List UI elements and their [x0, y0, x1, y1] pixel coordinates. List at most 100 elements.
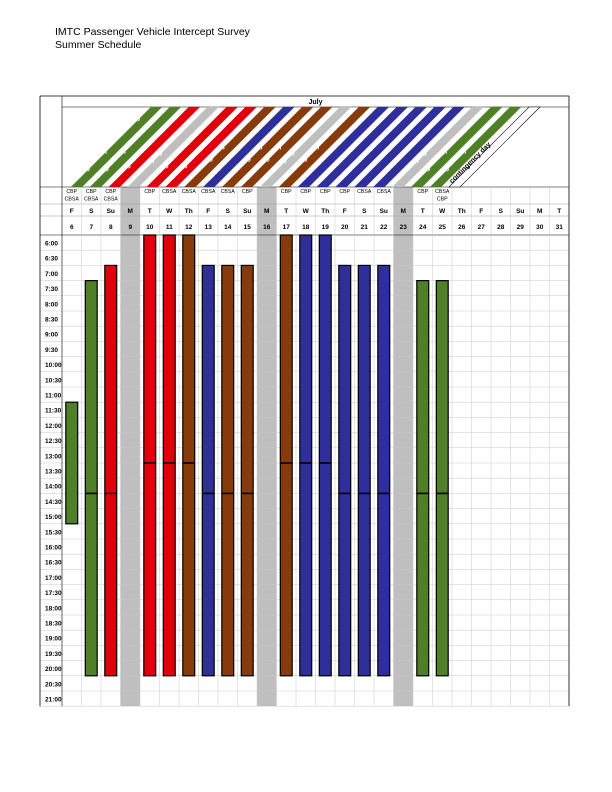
schedule-banner	[108, 106, 201, 188]
schedule-banner	[221, 106, 314, 188]
no-survey-column	[120, 187, 140, 707]
time-label: 16:00	[45, 545, 62, 552]
day-of-week-label: T	[421, 208, 425, 215]
schedule-banner	[240, 106, 333, 188]
date-label: 10	[146, 224, 154, 231]
time-label: 21:00	[45, 697, 62, 704]
time-label: 15:30	[45, 529, 62, 536]
time-label: 9:00	[45, 332, 58, 339]
time-label: 19:30	[45, 651, 62, 658]
date-label: 29	[517, 224, 525, 231]
agency-label: CBP	[105, 189, 116, 195]
time-label: 13:30	[45, 469, 62, 476]
month-label: July	[308, 99, 322, 106]
time-label: 17:00	[45, 575, 62, 582]
time-label: 16:30	[45, 560, 62, 567]
day-of-week-label: M	[401, 208, 406, 215]
survey-bar	[104, 264, 118, 677]
time-label: 9:30	[45, 347, 58, 354]
time-label: 11:30	[45, 408, 62, 415]
time-label: 13:00	[45, 453, 62, 460]
day-of-week-label: Th	[185, 208, 193, 215]
agency-label: CBSA	[221, 189, 236, 195]
date-label: 17	[283, 224, 291, 231]
schedule-banner	[184, 106, 276, 188]
date-label: 30	[536, 224, 544, 231]
day-of-week-label: T	[148, 208, 152, 215]
date-label: 7	[89, 224, 93, 231]
date-label: 13	[205, 224, 213, 231]
agency-label: CBP	[144, 189, 155, 195]
time-label: 6:30	[45, 256, 58, 263]
date-label: 11	[166, 224, 173, 231]
survey-bar	[201, 264, 215, 677]
date-label: 21	[361, 224, 369, 231]
time-label: 18:30	[45, 621, 62, 628]
schedule-banner	[373, 106, 465, 188]
date-label: 19	[322, 224, 330, 231]
agency-label: CBP	[339, 189, 350, 195]
day-of-week-label: Su	[380, 208, 388, 215]
agency-label: CBP	[242, 189, 253, 195]
date-label: 27	[478, 224, 486, 231]
schedule-banner	[202, 106, 295, 188]
time-label: 7:00	[45, 271, 58, 278]
date-label: 23	[400, 224, 408, 231]
time-label: 7:30	[45, 286, 58, 293]
schedule-banner	[278, 106, 371, 188]
day-of-week-label: M	[264, 208, 269, 215]
time-label: 18:00	[45, 605, 62, 612]
survey-bar	[182, 234, 196, 677]
date-label: 31	[556, 224, 564, 231]
date-label: 16	[263, 224, 271, 231]
agency-label: CBSA	[357, 189, 372, 195]
day-of-week-label: S	[499, 208, 504, 215]
schedule-banner	[335, 106, 427, 188]
no-survey-column	[257, 187, 277, 707]
date-label: 9	[128, 224, 132, 231]
date-label: 14	[224, 224, 232, 231]
date-label: 28	[497, 224, 505, 231]
day-of-week-label: M	[128, 208, 133, 215]
agency-label: CBP	[437, 197, 448, 203]
day-of-week-label: W	[439, 208, 446, 215]
day-of-week-label: W	[166, 208, 173, 215]
agency-label: CBSA	[65, 197, 80, 203]
time-label: 11:00	[45, 393, 62, 400]
survey-bar	[299, 234, 313, 677]
schedule-banner	[89, 106, 182, 188]
agency-label: CBSA	[162, 189, 177, 195]
schedule-banner	[410, 106, 503, 188]
date-label: 8	[109, 224, 113, 231]
survey-bar	[221, 264, 235, 677]
date-label: 15	[244, 224, 252, 231]
time-label: 12:00	[45, 423, 62, 430]
agency-label: CBP	[320, 189, 331, 195]
schedule-banner	[297, 106, 390, 188]
agency-label: CBSA	[435, 189, 450, 195]
date-label: 24	[419, 224, 427, 231]
date-label: 25	[439, 224, 447, 231]
survey-bar	[357, 264, 371, 677]
time-label: 20:30	[45, 681, 62, 688]
schedule-banner	[429, 106, 522, 188]
day-of-week-label: S	[226, 208, 231, 215]
day-of-week-label: F	[206, 208, 210, 215]
day-of-week-label: S	[362, 208, 367, 215]
schedule-banner	[448, 106, 541, 188]
date-label: 20	[341, 224, 349, 231]
agency-label: CBSA	[377, 189, 392, 195]
survey-bar	[143, 234, 157, 677]
survey-bar	[416, 280, 430, 677]
survey-bar	[65, 401, 79, 525]
document-title: IMTC Passenger Vehicle Intercept Survey	[55, 26, 250, 38]
banner-group: Aldergrove-Lynden TrainingAldergrove-Lyn…	[70, 106, 541, 188]
survey-bar	[162, 234, 176, 677]
schedule-banner	[391, 106, 484, 188]
day-of-week-label: F	[70, 208, 74, 215]
schedule-banner	[70, 106, 163, 188]
day-of-week-label: M	[537, 208, 542, 215]
schedule-banner	[127, 106, 220, 188]
survey-bar	[338, 264, 352, 677]
date-label: 6	[70, 224, 74, 231]
